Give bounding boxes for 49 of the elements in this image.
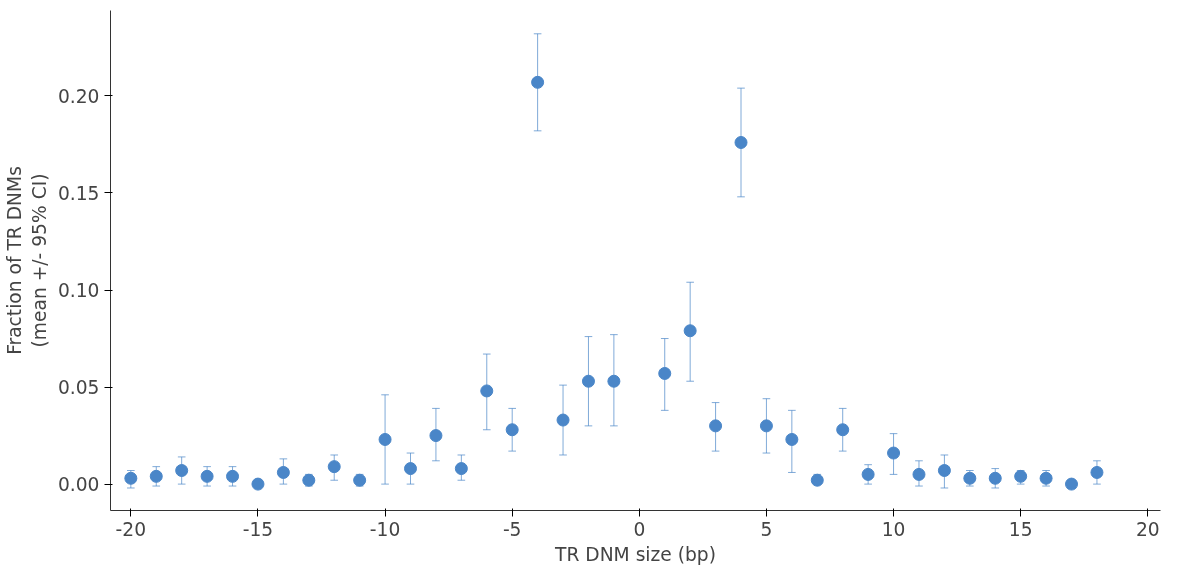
x-tick-label: -5 [502,518,522,540]
point [759,419,773,433]
point [836,423,850,437]
point [404,462,417,476]
point [988,471,1002,485]
point [226,469,240,483]
y-tick-label: 0.15 [57,182,100,204]
x-axis-title: TR DNM size (bp) [554,543,716,565]
y-tick-label: 0.10 [57,280,100,301]
x-tick-label: 0 [633,518,646,540]
point [276,465,290,479]
point [607,374,621,388]
point [175,464,189,477]
point [327,460,341,474]
point [734,136,748,149]
x-tick-label: 15 [1008,518,1033,540]
y-axis-title: Fraction of TR DNMs (mean +/- 95% CI) [3,166,50,355]
y-tick-label: 0.00 [57,474,100,496]
point [200,469,214,483]
x-tick-label: 20 [1135,518,1160,540]
point [1090,465,1104,479]
point [531,75,545,89]
x-tick-label: -15 [242,518,274,540]
x-tick-label: 5 [760,518,773,540]
point [912,467,926,481]
point [581,374,595,388]
point [785,432,799,446]
point [658,366,672,380]
point [1065,477,1079,491]
point [810,473,824,487]
point [861,467,875,481]
point [683,324,697,338]
point [378,432,392,446]
point [480,384,494,398]
point [251,477,265,491]
y-tick-label: 0.20 [57,85,100,107]
point [556,413,570,427]
y-tick-label: 0.05 [57,377,100,399]
point [149,469,163,483]
x-tick-label: -20 [115,518,147,540]
point [709,419,723,433]
x-tick-label: 10 [881,518,906,540]
point [937,464,951,477]
point [887,446,901,460]
point [124,471,138,485]
point [505,423,519,437]
x-tick-label: -10 [369,518,401,540]
point [429,429,443,443]
point [454,462,468,476]
